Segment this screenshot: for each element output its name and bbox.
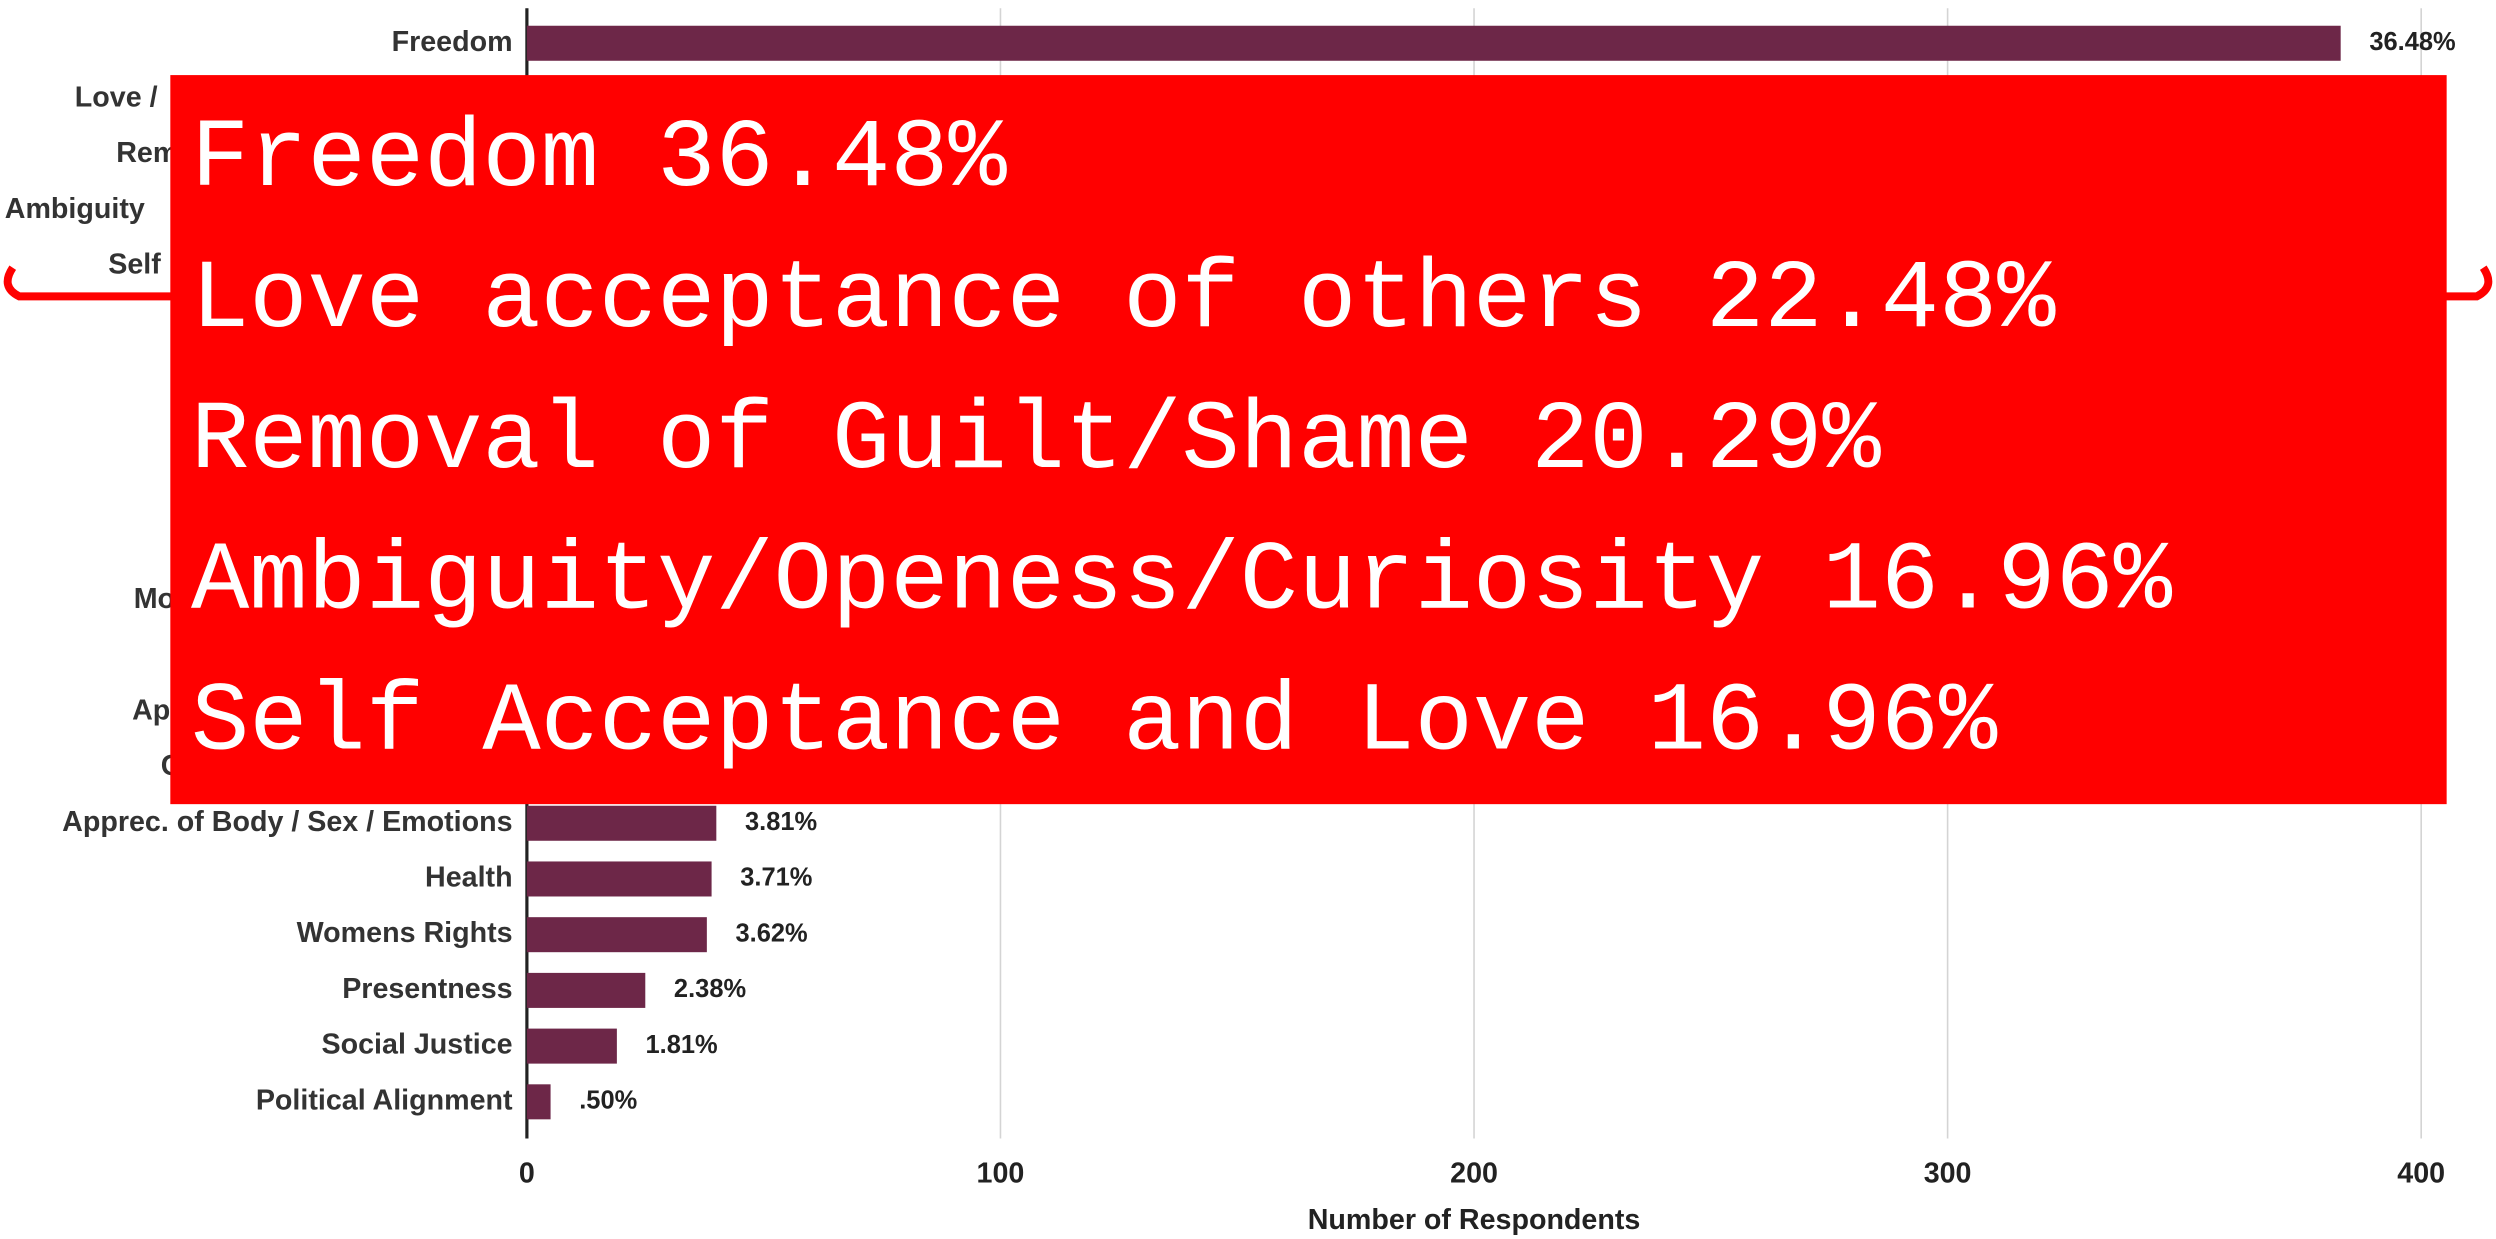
x-tick-label: 100: [977, 1158, 1025, 1190]
bar: [526, 1084, 551, 1120]
y-tick-label: Apprec. of Body / Sex / Emotions: [62, 806, 512, 838]
overlay-line: Love acceptance of others 22.48%: [191, 246, 2056, 356]
bar: [526, 861, 712, 897]
bar: [526, 1028, 617, 1064]
x-tick-label: 300: [1924, 1158, 1972, 1190]
y-tick-label: Love /: [75, 82, 158, 114]
bar: [526, 25, 2341, 61]
bar: [526, 917, 707, 953]
x-tick-label: 400: [2397, 1158, 2445, 1190]
value-label: .50%: [579, 1087, 637, 1115]
x-axis-title: Number of Respondents: [1308, 1204, 1641, 1236]
value-label: 3.71%: [740, 864, 812, 892]
value-label: 3.62%: [736, 919, 808, 947]
y-tick-label: Rem: [116, 137, 178, 169]
y-tick-label: Health: [425, 862, 513, 894]
bar: [526, 805, 717, 841]
overlay-box: [170, 75, 2447, 805]
y-tick-label: Mo: [134, 583, 175, 615]
x-tick-label: 0: [519, 1158, 535, 1190]
y-tick-label: Ambiguity: [5, 193, 145, 225]
value-label: 3.81%: [745, 808, 817, 836]
value-label: 2.38%: [674, 975, 746, 1003]
overlay-text: Freedom 36.48% Love acceptance of others …: [191, 105, 2173, 779]
value-label: 1.81%: [646, 1031, 718, 1059]
y-tick-label: Ap: [132, 694, 170, 726]
y-tick-label: Presentness: [342, 973, 512, 1005]
overlay-line: Freedom 36.48%: [191, 105, 1007, 215]
y-tick-label: Womens Rights: [297, 917, 513, 949]
bar: [526, 972, 646, 1008]
y-tick-label: Self: [108, 249, 161, 281]
overlay-line: Self Acceptance and Love 16.96%: [191, 669, 1998, 779]
x-tick-label: 200: [1450, 1158, 1498, 1190]
overlay-line: Removal of Guilt/Shame 20.29%: [191, 387, 1881, 497]
y-tick-label: Social Justice: [322, 1029, 513, 1061]
y-tick-label: Freedom: [392, 26, 513, 58]
overlay-line: Ambiguity/Openess/Curiosity 16.96%: [191, 528, 2173, 638]
value-label: 36.48%: [2369, 28, 2455, 56]
y-tick-label: Political Alignment: [256, 1084, 513, 1116]
